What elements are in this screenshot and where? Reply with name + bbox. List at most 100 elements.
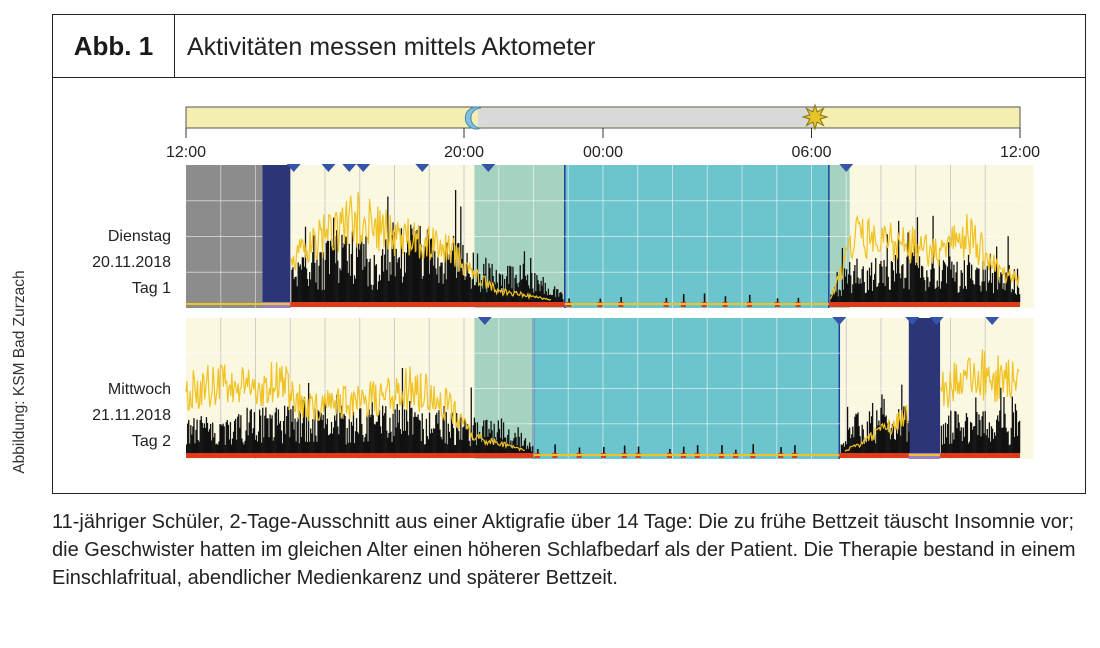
activity-bar — [467, 427, 469, 453]
activity-bar — [298, 443, 300, 453]
sleep-activity-blip — [721, 445, 723, 453]
activity-bar — [359, 249, 361, 302]
activity-bar — [462, 427, 464, 453]
activity-bar — [452, 428, 455, 453]
activity-bar — [361, 423, 363, 453]
activity-bar — [868, 411, 871, 453]
activity-bar — [459, 271, 461, 302]
activity-bar — [451, 250, 454, 302]
activity-bar — [303, 266, 306, 302]
activity-bar — [201, 422, 203, 453]
activity-bar — [334, 415, 336, 453]
activity-bar — [1013, 436, 1016, 453]
activity-bar — [298, 266, 300, 302]
activity-bar — [882, 282, 884, 302]
activity-bar — [1005, 427, 1007, 453]
activity-bar — [358, 243, 360, 302]
activity-bar — [559, 293, 561, 302]
activity-bar — [349, 275, 351, 302]
activity-bar — [972, 280, 974, 302]
sleep-activity-blip — [603, 446, 605, 453]
activity-bar — [393, 232, 395, 302]
activity-bar — [486, 419, 488, 453]
day-date: 20.11.2018 — [92, 254, 171, 271]
activity-bar — [381, 405, 384, 453]
activity-bar — [516, 445, 518, 453]
activity-bar — [896, 257, 899, 302]
activity-bar — [875, 258, 877, 302]
activity-bar — [1009, 275, 1011, 302]
activity-bar — [276, 425, 278, 453]
activity-bar — [842, 289, 845, 302]
activity-bar — [312, 252, 314, 302]
activity-bar — [976, 411, 978, 453]
activity-bar — [509, 265, 511, 302]
activity-bar — [310, 428, 312, 453]
activity-bar — [987, 282, 989, 302]
activity-bar — [425, 418, 428, 453]
activity-bar — [937, 286, 939, 302]
activity-bar — [1010, 292, 1012, 302]
activity-bar — [1016, 435, 1019, 453]
activity-bar — [527, 448, 530, 453]
activity-bar — [372, 284, 374, 302]
activity-bar — [982, 411, 984, 453]
activity-bar — [969, 421, 972, 453]
activity-bar — [409, 252, 411, 302]
activity-bar — [337, 260, 339, 302]
activity-bar — [1007, 236, 1009, 302]
activity-bar — [334, 235, 336, 302]
activity-bar — [440, 436, 442, 453]
activity-bar — [294, 418, 296, 453]
activity-bar — [332, 217, 335, 302]
activity-bar — [390, 274, 392, 302]
activity-bar — [401, 282, 404, 302]
activity-bar — [510, 266, 512, 302]
activity-bar — [908, 289, 910, 302]
activity-bar — [459, 439, 461, 453]
activity-bar — [502, 292, 505, 302]
light-trace — [290, 192, 1020, 301]
activity-bar — [417, 238, 419, 302]
activity-bar — [316, 256, 318, 302]
activity-bar — [421, 278, 423, 302]
activity-bar — [863, 443, 865, 453]
activity-bar — [443, 405, 445, 453]
activity-bar — [518, 282, 520, 302]
activity-bar — [978, 414, 980, 453]
activity-bar — [939, 288, 942, 302]
activity-bar — [531, 272, 533, 302]
activity-bar — [440, 262, 442, 302]
activity-bar — [388, 280, 390, 302]
activity-bar — [972, 429, 974, 453]
activity-bar — [294, 276, 296, 302]
activity-bar — [549, 294, 552, 302]
activity-bar — [902, 264, 904, 302]
activity-bar — [971, 264, 973, 302]
activity-bar — [379, 426, 382, 453]
activity-bar — [996, 419, 998, 453]
activity-bar — [228, 439, 231, 453]
sleep-activity-blip — [724, 296, 727, 302]
activity-bar — [487, 436, 489, 453]
activity-bar — [495, 440, 497, 453]
activity-bar — [991, 272, 994, 302]
activity-bar — [236, 439, 238, 453]
day-label: Tag 1 — [132, 280, 171, 297]
activity-bar — [385, 406, 387, 453]
activity-bar — [400, 228, 403, 302]
activity-bar — [883, 260, 885, 302]
activity-bar — [950, 410, 952, 453]
activity-bar — [299, 264, 301, 302]
activity-bar — [538, 284, 540, 302]
activity-bar — [476, 422, 479, 453]
activity-bar — [884, 416, 886, 453]
activity-bar — [845, 269, 848, 302]
activity-bar — [891, 262, 894, 302]
activity-bar — [993, 265, 996, 302]
activity-bar — [268, 437, 270, 453]
activity-bar — [1012, 412, 1015, 453]
activity-bar — [863, 282, 865, 302]
activity-bar — [947, 424, 949, 453]
activity-bar — [315, 282, 317, 302]
